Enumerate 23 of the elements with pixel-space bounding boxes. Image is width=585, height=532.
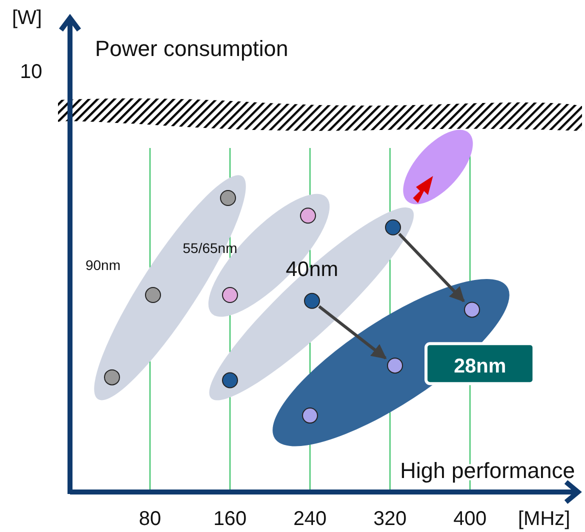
text: Power consumption (95, 36, 288, 61)
point (220, 190, 236, 206)
point (300, 208, 316, 224)
point (104, 369, 120, 386)
point (145, 287, 161, 304)
text: [MHz] (518, 508, 570, 530)
point (222, 372, 238, 388)
point (464, 302, 480, 318)
text: 90nm (85, 257, 121, 274)
point (387, 358, 403, 374)
x-tick-label: 400 (453, 508, 487, 530)
text: 28nm (454, 356, 506, 378)
text: [W] (12, 7, 42, 29)
x-tick-label: 320 (373, 508, 407, 530)
series-label: 40nm (286, 258, 338, 281)
point (304, 292, 320, 309)
x-tick-label: 80 (138, 508, 162, 530)
point (302, 408, 318, 424)
x-tick-label: 240 (293, 508, 327, 530)
point (385, 219, 401, 236)
text: 10 (20, 61, 42, 83)
point (222, 287, 238, 304)
x-tick-label: 160 (213, 508, 247, 530)
